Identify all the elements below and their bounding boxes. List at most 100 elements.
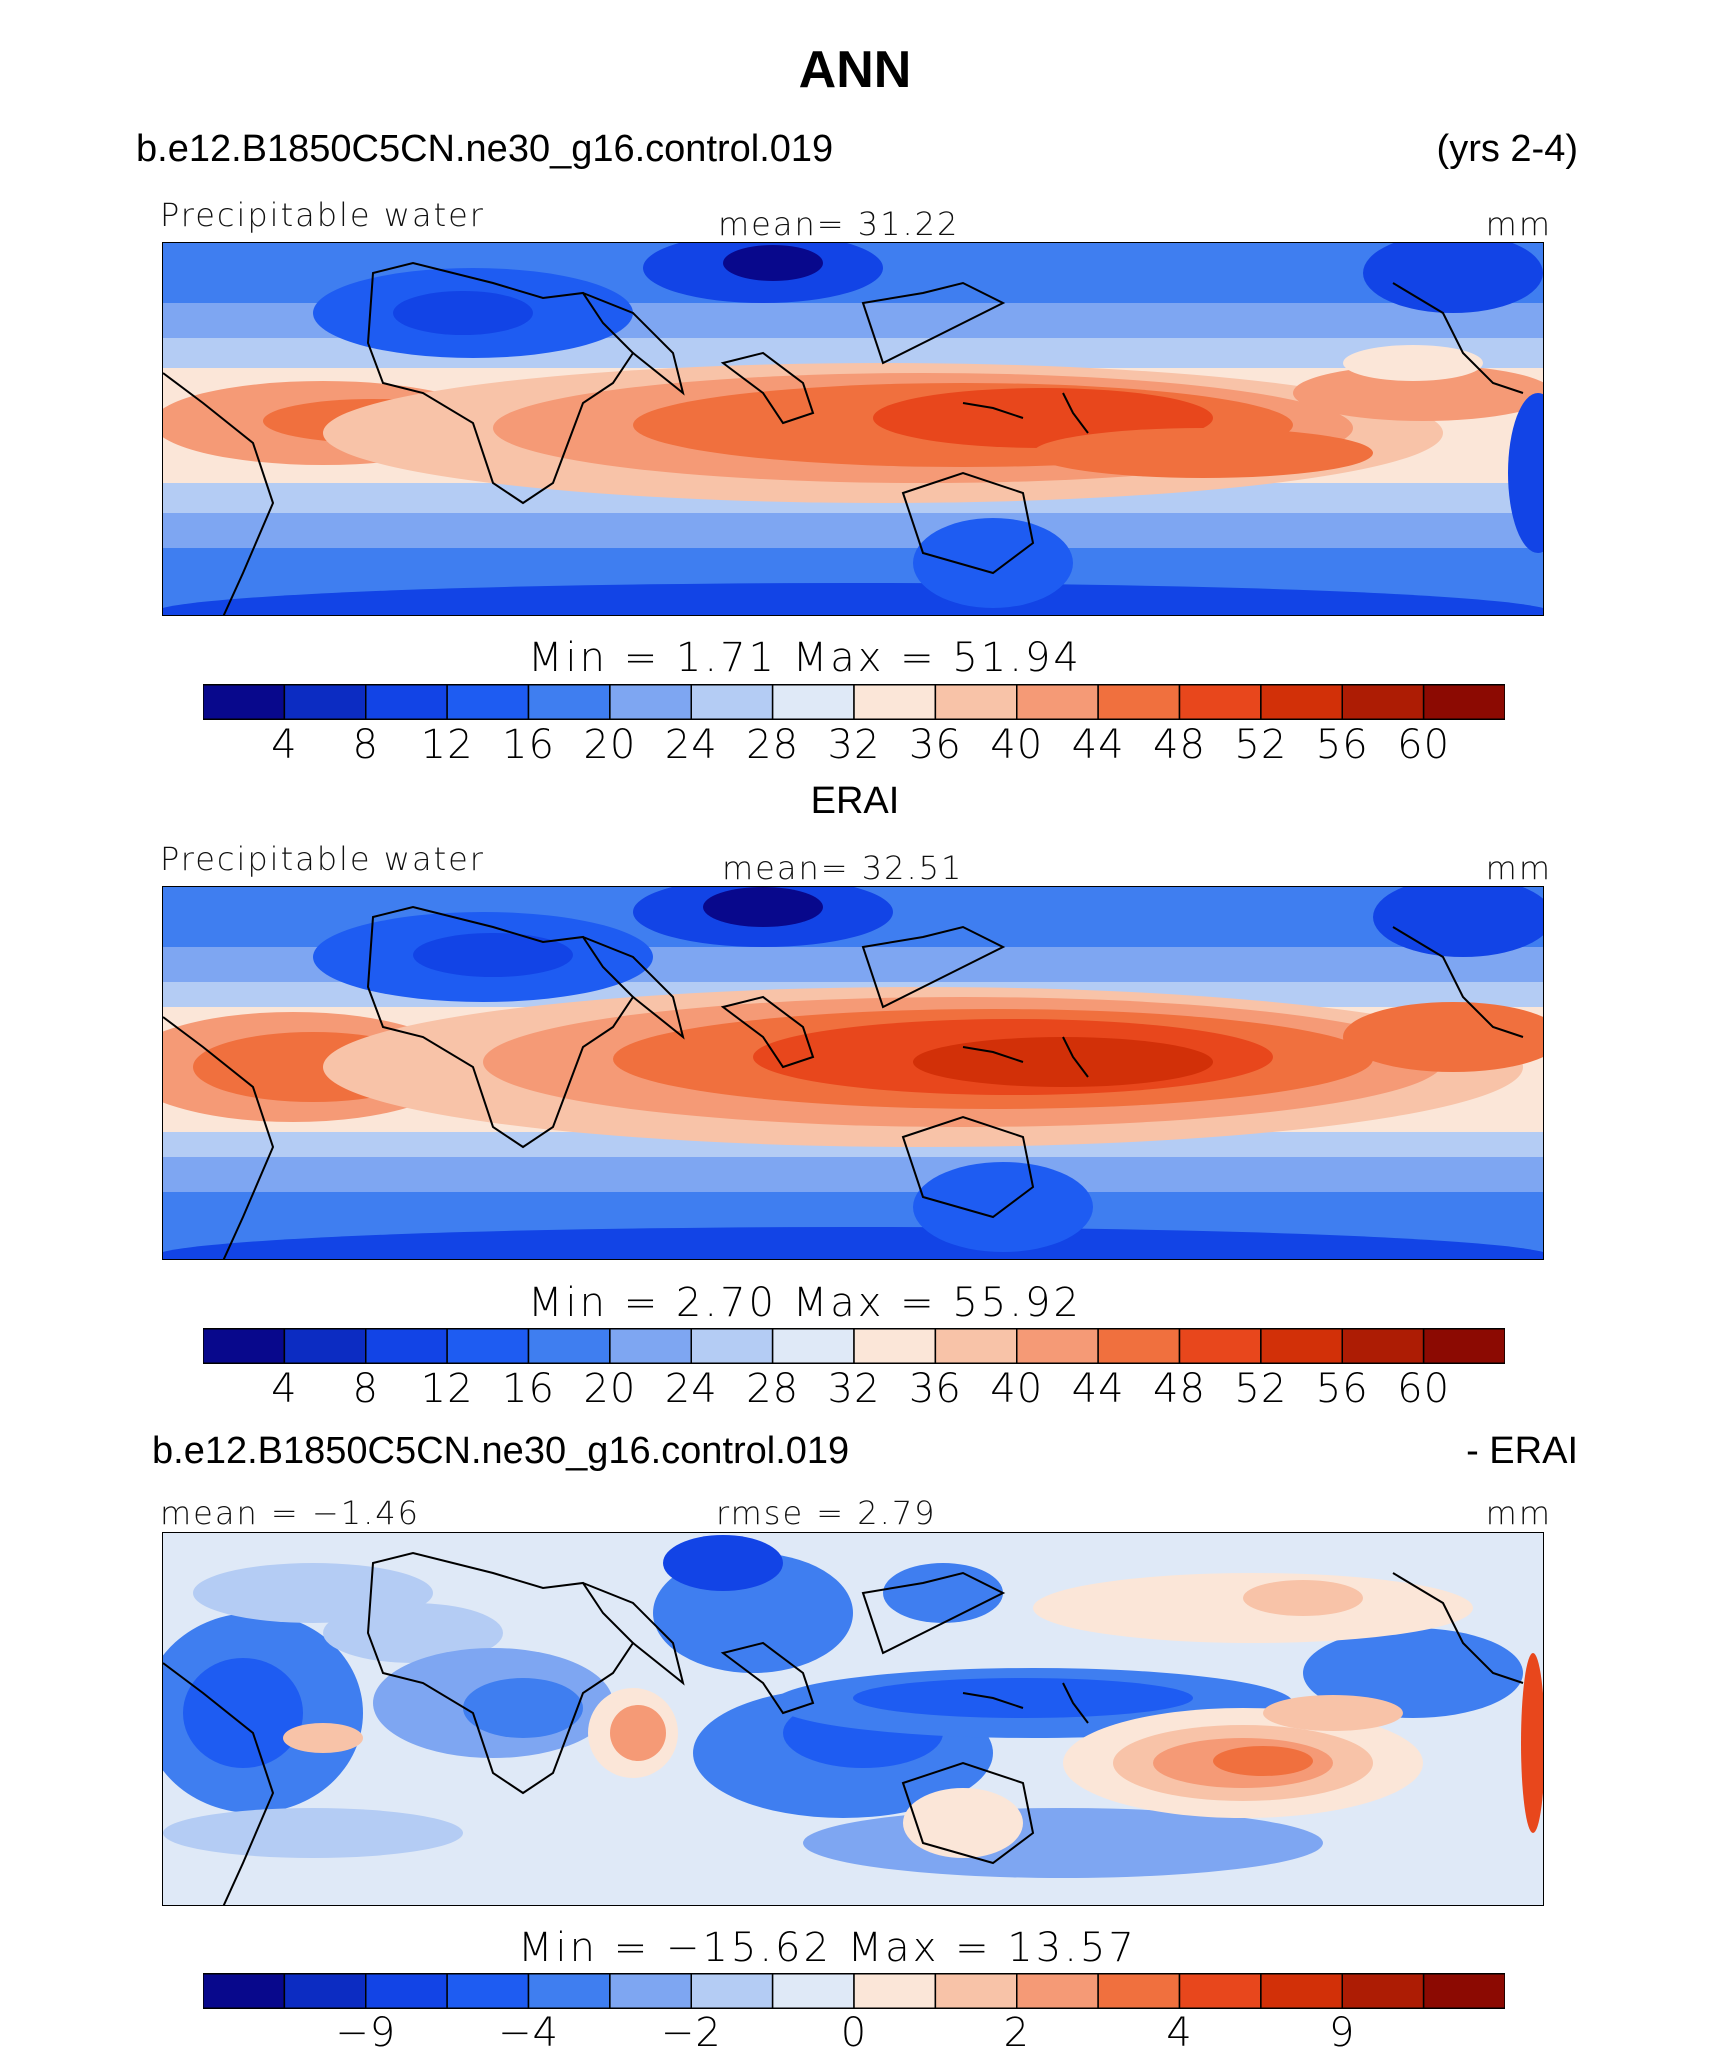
colorbar-box — [365, 1328, 448, 1364]
colorbar-tick-label: −2 — [660, 2010, 722, 2056]
panel2-mean: mean= 32.51 — [722, 849, 964, 887]
colorbar-box — [934, 1328, 1018, 1364]
panel1-colorbar — [203, 684, 1505, 720]
colorbar-tick-label: −9 — [335, 2010, 397, 2056]
colorbar-tick-label: 9 — [1329, 2010, 1356, 2056]
colorbar-tick-label: 44 — [1071, 722, 1125, 768]
colorbar-tick-label: 28 — [746, 1366, 800, 1412]
colorbar-box — [1016, 1328, 1099, 1364]
colorbar-tick-label: 48 — [1153, 1366, 1206, 1412]
panel2-map-field — [163, 887, 1543, 1259]
panel2-map — [162, 886, 1544, 1260]
panel3-case-name: b.e12.B1850C5CN.ne30_g16.control.019 — [152, 1430, 850, 1472]
colorbar-tick-label: 12 — [420, 722, 474, 768]
colorbar-tick-label: 56 — [1315, 722, 1369, 768]
colorbar-box — [1341, 1973, 1425, 2009]
colorbar-tick-label: 24 — [664, 722, 718, 768]
panel2-field-label: Precipitable water — [160, 840, 485, 878]
panel3-units: mm — [1485, 1494, 1552, 1532]
colorbar-box — [1016, 684, 1099, 720]
panel1-field-label: Precipitable water — [160, 196, 485, 234]
colorbar-box — [446, 1973, 530, 2009]
colorbar-tick-label: 40 — [990, 1366, 1044, 1412]
colorbar-box — [771, 1328, 855, 1364]
colorbar-tick-label: 60 — [1397, 722, 1451, 768]
colorbar-box — [853, 684, 937, 720]
colorbar-tick-label: 36 — [908, 722, 962, 768]
panel2-colorbar — [203, 1328, 1505, 1364]
panel2-minmax: Min = 2.70 Max = 55.92 — [528, 1280, 1082, 1326]
colorbar-tick-label: 28 — [746, 722, 800, 768]
colorbar-tick-label: 4 — [271, 1366, 298, 1412]
colorbar-box — [1341, 684, 1425, 720]
colorbar-tick-label: 20 — [583, 1366, 637, 1412]
colorbar-tick-label: 40 — [990, 722, 1044, 768]
colorbar-box — [853, 1328, 937, 1364]
colorbar-tick-label: 12 — [420, 1366, 474, 1412]
colorbar-box — [1178, 1328, 1262, 1364]
colorbar-box — [609, 684, 693, 720]
panel2-obs-name: ERAI — [810, 780, 900, 822]
colorbar-box — [1097, 1973, 1181, 2009]
panel1-minmax: Min = 1.71 Max = 51.94 — [528, 635, 1082, 681]
colorbar-tick-label: 52 — [1234, 1366, 1288, 1412]
colorbar-box — [1260, 1328, 1344, 1364]
panel2-colorbar-ticks: 4 8 12 16 20 24 28 32 36 40 44 48 52 56 60 — [0, 1366, 1710, 1416]
panel2-colorbar-boxes — [203, 1328, 1505, 1364]
colorbar-box — [527, 684, 611, 720]
colorbar-tick-label: 0 — [840, 2010, 868, 2056]
panel3-minmax: Min = −15.62 Max = 13.57 — [518, 1925, 1137, 1971]
colorbar-tick-label: 20 — [583, 722, 637, 768]
panel3-mean: mean = −1.46 — [160, 1494, 420, 1532]
colorbar-tick-label: 60 — [1397, 1366, 1451, 1412]
colorbar-tick-label: 32 — [827, 1366, 881, 1412]
colorbar-box — [609, 1973, 693, 2009]
colorbar-box — [690, 1973, 774, 2009]
panel1-mean: mean= 31.22 — [718, 205, 960, 243]
colorbar-box — [1260, 1973, 1344, 2009]
colorbar-tick-label: 36 — [908, 1366, 962, 1412]
panel3-rmse: rmse = 2.79 — [716, 1494, 937, 1532]
colorbar-box — [1097, 684, 1181, 720]
colorbar-box — [446, 1328, 530, 1364]
colorbar-box — [365, 1973, 448, 2009]
colorbar-tick-label: 8 — [352, 722, 379, 768]
colorbar-box — [203, 684, 286, 720]
colorbar-box — [203, 1973, 286, 2009]
colorbar-box — [1097, 1328, 1181, 1364]
panel1-years: (yrs 2-4) — [1436, 128, 1578, 170]
colorbar-box — [446, 684, 530, 720]
colorbar-tick-label: 8 — [352, 1366, 379, 1412]
panel3-colorbar-ticks: −9 −4 −2 0 2 4 9 — [0, 2010, 1710, 2060]
colorbar-tick-label: 44 — [1071, 1366, 1125, 1412]
colorbar-box — [283, 1328, 367, 1364]
colorbar-tick-label: 16 — [502, 722, 555, 768]
colorbar-tick-label: 56 — [1315, 1366, 1369, 1412]
figure-title: ANN — [798, 41, 912, 99]
panel1-units: mm — [1485, 205, 1552, 243]
colorbar-box — [771, 684, 855, 720]
colorbar-box — [527, 1328, 611, 1364]
colorbar-tick-label: 2 — [1003, 2010, 1030, 2056]
colorbar-box — [771, 1973, 855, 2009]
colorbar-box — [934, 1973, 1018, 2009]
colorbar-box — [1422, 1328, 1505, 1364]
colorbar-tick-label: 48 — [1153, 722, 1206, 768]
colorbar-box — [203, 1328, 286, 1364]
colorbar-box — [1016, 1973, 1099, 2009]
panel1-map — [162, 242, 1544, 616]
colorbar-box — [690, 684, 774, 720]
colorbar-box — [1178, 684, 1262, 720]
panel3-map — [162, 1532, 1544, 1906]
panel1-case-name: b.e12.B1850C5CN.ne30_g16.control.019 — [136, 128, 834, 170]
colorbar-tick-label: 16 — [502, 1366, 555, 1412]
colorbar-box — [934, 684, 1018, 720]
panel3-map-field — [163, 1533, 1543, 1905]
panel1-colorbar-boxes — [203, 684, 1505, 720]
colorbar-tick-label: 4 — [1166, 2010, 1193, 2056]
colorbar-box — [609, 1328, 693, 1364]
colorbar-box — [283, 1973, 367, 2009]
colorbar-tick-label: 32 — [827, 722, 881, 768]
colorbar-tick-label: −4 — [498, 2010, 559, 2056]
colorbar-tick-label: 24 — [664, 1366, 718, 1412]
